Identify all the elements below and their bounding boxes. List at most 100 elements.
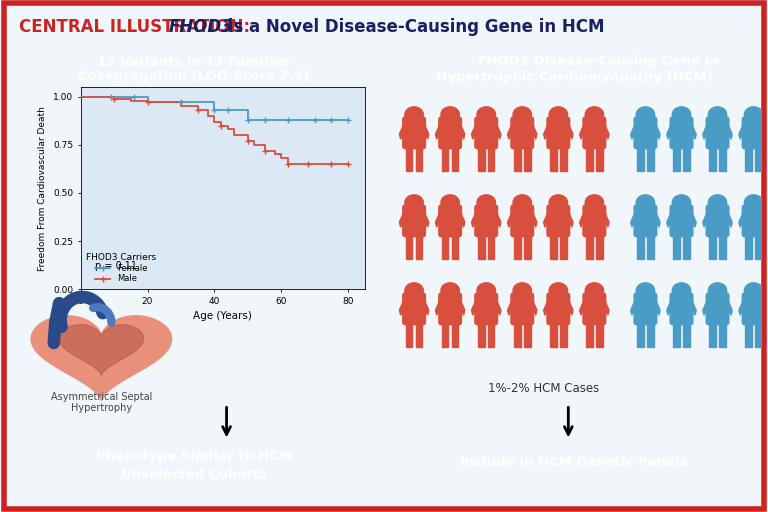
Polygon shape xyxy=(703,119,710,139)
Polygon shape xyxy=(399,295,407,315)
Circle shape xyxy=(476,282,496,299)
Polygon shape xyxy=(442,234,449,259)
Polygon shape xyxy=(580,295,587,315)
Text: Hypertrophic Cardiomyopathy (HCM): Hypertrophic Cardiomyopathy (HCM) xyxy=(435,71,713,84)
Polygon shape xyxy=(550,234,557,259)
Polygon shape xyxy=(674,322,680,347)
FancyBboxPatch shape xyxy=(742,116,766,150)
Polygon shape xyxy=(755,322,762,347)
FancyBboxPatch shape xyxy=(474,292,498,326)
Polygon shape xyxy=(745,234,752,259)
Polygon shape xyxy=(530,295,537,315)
Polygon shape xyxy=(602,207,609,227)
Text: Asymmetrical Septal
Hypertrophy: Asymmetrical Septal Hypertrophy xyxy=(51,392,152,413)
Text: p = 0.11: p = 0.11 xyxy=(95,261,137,271)
Polygon shape xyxy=(560,322,567,347)
FancyBboxPatch shape xyxy=(634,204,657,238)
Polygon shape xyxy=(415,146,422,171)
Circle shape xyxy=(636,106,655,123)
Polygon shape xyxy=(596,322,603,347)
Polygon shape xyxy=(544,295,551,315)
FancyBboxPatch shape xyxy=(742,204,766,238)
Polygon shape xyxy=(761,119,768,139)
Polygon shape xyxy=(755,234,762,259)
Circle shape xyxy=(636,282,655,299)
Polygon shape xyxy=(494,207,501,227)
Polygon shape xyxy=(719,146,726,171)
Polygon shape xyxy=(653,119,660,139)
Polygon shape xyxy=(452,322,458,347)
Polygon shape xyxy=(560,146,567,171)
Polygon shape xyxy=(478,322,485,347)
FancyBboxPatch shape xyxy=(510,204,535,238)
Circle shape xyxy=(440,282,460,299)
Polygon shape xyxy=(631,119,638,139)
Y-axis label: Freedom From Cardiovascular Death: Freedom From Cardiovascular Death xyxy=(38,105,48,271)
FancyBboxPatch shape xyxy=(546,204,571,238)
Polygon shape xyxy=(478,234,485,259)
Polygon shape xyxy=(631,295,638,315)
Polygon shape xyxy=(399,207,407,227)
Circle shape xyxy=(476,194,496,211)
Polygon shape xyxy=(647,146,654,171)
FancyBboxPatch shape xyxy=(670,204,694,238)
Circle shape xyxy=(584,106,604,123)
Circle shape xyxy=(512,106,532,123)
Polygon shape xyxy=(530,119,537,139)
Polygon shape xyxy=(560,234,567,259)
Circle shape xyxy=(548,106,568,123)
Polygon shape xyxy=(739,207,746,227)
Circle shape xyxy=(671,194,691,211)
Legend: Female, Male: Female, Male xyxy=(84,251,158,285)
Polygon shape xyxy=(524,322,531,347)
Circle shape xyxy=(548,194,568,211)
Polygon shape xyxy=(667,207,674,227)
Circle shape xyxy=(671,282,691,299)
Polygon shape xyxy=(637,322,644,347)
FancyBboxPatch shape xyxy=(438,292,462,326)
Polygon shape xyxy=(399,119,407,139)
Polygon shape xyxy=(422,119,429,139)
Polygon shape xyxy=(586,234,593,259)
Polygon shape xyxy=(458,207,465,227)
Polygon shape xyxy=(596,146,603,171)
Polygon shape xyxy=(494,295,501,315)
Polygon shape xyxy=(710,322,716,347)
Polygon shape xyxy=(653,295,660,315)
Circle shape xyxy=(404,194,424,211)
Polygon shape xyxy=(647,234,654,259)
Polygon shape xyxy=(703,295,710,315)
Polygon shape xyxy=(472,295,478,315)
Polygon shape xyxy=(508,295,515,315)
Polygon shape xyxy=(631,207,638,227)
Polygon shape xyxy=(647,322,654,347)
Circle shape xyxy=(404,106,424,123)
FancyBboxPatch shape xyxy=(582,204,607,238)
Polygon shape xyxy=(524,146,531,171)
Polygon shape xyxy=(739,119,746,139)
Polygon shape xyxy=(719,234,726,259)
Polygon shape xyxy=(435,295,442,315)
Polygon shape xyxy=(442,146,449,171)
Text: is a Novel Disease-Causing Gene in HCM: is a Novel Disease-Causing Gene in HCM xyxy=(221,18,604,36)
Polygon shape xyxy=(508,119,515,139)
Polygon shape xyxy=(586,146,593,171)
Polygon shape xyxy=(442,322,449,347)
Polygon shape xyxy=(725,207,732,227)
Polygon shape xyxy=(674,146,680,171)
Polygon shape xyxy=(550,322,557,347)
Circle shape xyxy=(440,106,460,123)
Circle shape xyxy=(707,282,727,299)
Polygon shape xyxy=(761,295,768,315)
Polygon shape xyxy=(544,119,551,139)
Polygon shape xyxy=(514,146,521,171)
FancyBboxPatch shape xyxy=(402,116,426,150)
FancyBboxPatch shape xyxy=(546,116,571,150)
Polygon shape xyxy=(637,234,644,259)
FancyBboxPatch shape xyxy=(670,292,694,326)
Circle shape xyxy=(743,106,763,123)
Circle shape xyxy=(707,106,727,123)
Polygon shape xyxy=(514,322,521,347)
Polygon shape xyxy=(580,207,587,227)
Polygon shape xyxy=(550,146,557,171)
